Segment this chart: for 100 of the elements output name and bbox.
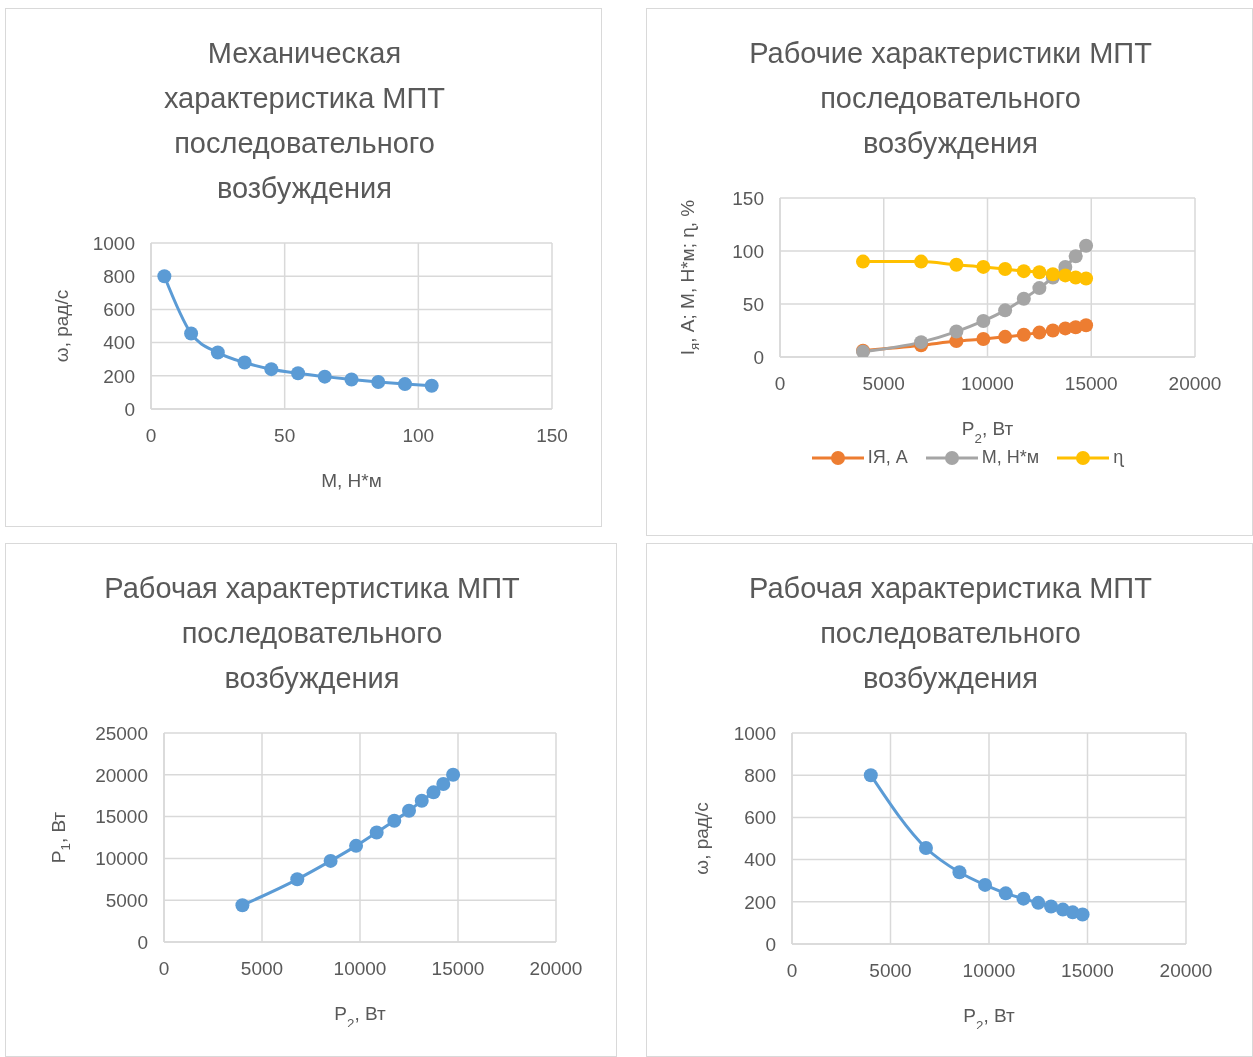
point — [369, 825, 384, 840]
y-tick-label: 20000 — [95, 764, 148, 786]
chart-title: Рабочая характертистика МПТ последовательного возбуждения — [103, 571, 521, 696]
point — [210, 345, 225, 360]
y-tick-label: 200 — [744, 891, 776, 913]
point — [235, 898, 250, 913]
x-tick-label: 5000 — [869, 960, 912, 982]
y-tick-label: 200 — [103, 365, 135, 387]
x-tick-label: 5000 — [240, 958, 284, 980]
y-tick-label: 15000 — [95, 806, 148, 828]
y-tick-label: 50 — [742, 293, 764, 315]
point — [1079, 271, 1094, 286]
point — [952, 865, 967, 880]
legend-label: IЯ, А — [867, 447, 908, 468]
x-tick-label: 20000 — [1159, 960, 1213, 982]
point — [1016, 891, 1031, 906]
point — [1079, 318, 1094, 333]
y-tick-label: 800 — [103, 265, 135, 287]
x-tick-label: 20000 — [1168, 373, 1222, 395]
x-tick-label: 10000 — [961, 373, 1014, 395]
x-tick-label: 5000 — [862, 373, 905, 395]
point — [998, 886, 1013, 901]
point — [1032, 325, 1047, 340]
point — [976, 313, 991, 328]
point — [998, 303, 1013, 318]
point — [1068, 249, 1083, 264]
point — [1044, 899, 1059, 914]
x-tick-label: 15000 — [1061, 960, 1114, 982]
x-tick-label: 50 — [274, 425, 296, 447]
y-tick-label: 100 — [732, 240, 764, 262]
point — [349, 838, 364, 853]
y-axis-title: ω, рад/с — [50, 289, 72, 363]
point — [397, 377, 412, 392]
point — [237, 355, 252, 370]
point — [371, 374, 386, 389]
y-tick-label: 150 — [732, 187, 764, 209]
x-tick-label: 10000 — [333, 958, 387, 980]
chart-title: Рабочие характеристики МПТ последовательного возбуждения — [748, 36, 1153, 161]
chart-title: Механическая характеристика МПТ последовательного возбуждения — [162, 36, 447, 206]
point — [264, 362, 279, 377]
x-axis-title: М, Н*м — [321, 470, 382, 491]
point — [976, 259, 991, 274]
y-tick-label: 5000 — [105, 889, 148, 911]
chart-title: Рабочая характеристика МПТ последовательного возбуждения — [748, 571, 1153, 696]
point — [998, 262, 1013, 277]
point — [1032, 281, 1047, 296]
x-tick-label: 100 — [402, 425, 435, 447]
x-tick-label: 10000 — [962, 960, 1016, 982]
point — [1016, 327, 1031, 342]
y-tick-label: 1000 — [92, 232, 135, 254]
legend-label: ɳ — [1113, 447, 1124, 468]
point — [1079, 238, 1094, 253]
y-tick-label: 0 — [124, 398, 135, 420]
point — [184, 326, 199, 341]
point — [863, 768, 878, 783]
y-tick-label: 0 — [753, 346, 764, 368]
x-tick-label: 20000 — [529, 958, 583, 980]
y-tick-label: 600 — [103, 299, 135, 321]
y-tick-label: 600 — [744, 807, 776, 829]
y-tick-label: 0 — [137, 931, 148, 953]
x-axis-title: P$_{2}$, Вт — [334, 1003, 386, 1031]
point — [344, 372, 359, 387]
x-axis-title: P$_{2}$, Вт — [963, 1005, 1015, 1033]
point — [1031, 895, 1046, 910]
legend-label: М, Н*м — [981, 447, 1040, 468]
point — [291, 366, 306, 381]
y-tick-label: 800 — [744, 764, 776, 786]
point — [446, 767, 461, 782]
point — [1016, 291, 1031, 306]
point — [402, 803, 416, 818]
point — [1016, 264, 1031, 279]
y-tick-label: 0 — [765, 933, 776, 955]
y-tick-label: 10000 — [95, 848, 148, 870]
point — [290, 872, 305, 887]
point — [387, 813, 402, 828]
point — [856, 254, 870, 269]
point — [976, 331, 991, 346]
point — [1075, 907, 1090, 922]
point — [436, 777, 451, 791]
y-tick-label: 400 — [744, 849, 776, 871]
point — [998, 329, 1013, 344]
x-tick-label: 150 — [536, 425, 568, 447]
point — [1045, 323, 1060, 338]
x-tick-label: 0 — [158, 958, 170, 980]
y-tick-label: 400 — [103, 332, 135, 354]
point — [317, 369, 332, 384]
y-tick-label: 25000 — [95, 722, 148, 744]
y-tick-label: 1000 — [733, 722, 776, 744]
point — [414, 793, 429, 808]
point — [949, 257, 964, 272]
point — [424, 378, 439, 393]
point — [918, 841, 933, 855]
x-tick-label: 0 — [786, 960, 798, 982]
point — [978, 877, 993, 892]
x-tick-label: 15000 — [1064, 373, 1118, 395]
x-tick-label: 15000 — [431, 958, 485, 980]
point — [157, 269, 172, 284]
point — [914, 254, 929, 269]
point — [323, 853, 338, 868]
x-axis-title: P$_{2}$, Вт — [961, 418, 1014, 446]
